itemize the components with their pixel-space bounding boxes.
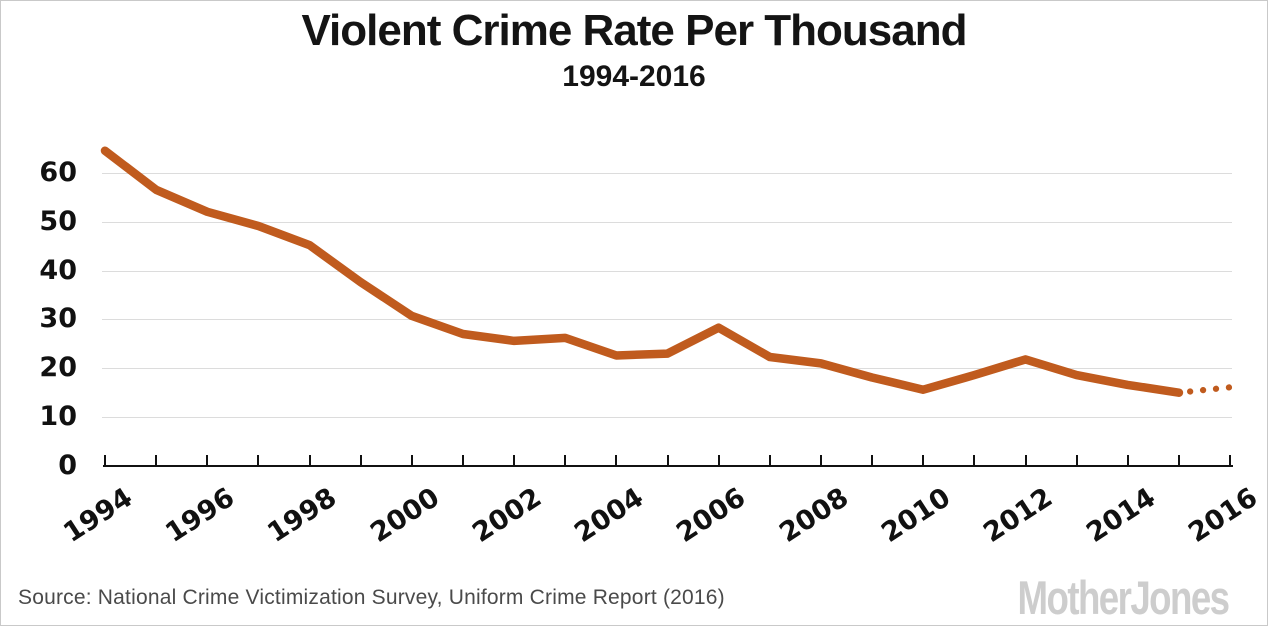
x-tick-2016 xyxy=(1229,455,1231,466)
x-tick-label-1998: 1998 xyxy=(262,482,343,549)
x-axis-line xyxy=(103,465,1233,467)
x-tick-label-2012: 2012 xyxy=(978,482,1059,549)
gridline-60 xyxy=(102,172,1232,174)
x-tick-2010 xyxy=(922,455,925,466)
x-tick-2006 xyxy=(717,455,720,466)
x-tick-2011 xyxy=(973,455,976,466)
x-tick-label-2006: 2006 xyxy=(671,482,752,549)
x-tick-1995 xyxy=(155,455,158,466)
x-tick-2014 xyxy=(1126,455,1129,466)
x-tick-label-2016: 2016 xyxy=(1182,482,1263,549)
x-tick-1998 xyxy=(308,455,311,466)
y-tick-label-20: 20 xyxy=(39,352,77,384)
y-tick-label-10: 10 xyxy=(39,401,77,433)
x-tick-2001 xyxy=(462,455,464,466)
gridline-30 xyxy=(102,319,1232,321)
x-tick-2009 xyxy=(871,455,873,466)
x-tick-2007 xyxy=(768,455,771,466)
x-tick-label-2014: 2014 xyxy=(1080,482,1161,549)
motherjones-logo: MotherJones xyxy=(1017,571,1230,624)
x-tick-label-2008: 2008 xyxy=(773,482,854,549)
x-tick-1996 xyxy=(206,455,209,466)
chart-title: Violent Crime Rate Per Thousand xyxy=(301,6,967,55)
gridline-20 xyxy=(102,368,1232,370)
gridline-40 xyxy=(102,270,1232,272)
x-tick-2015 xyxy=(1177,455,1180,466)
x-tick-label-1994: 1994 xyxy=(57,482,138,549)
x-tick-label-2004: 2004 xyxy=(569,482,650,549)
y-tick-label-30: 30 xyxy=(39,303,77,335)
x-tick-2004 xyxy=(615,455,618,466)
x-tick-label-2010: 2010 xyxy=(876,482,957,549)
line-dotted-projection xyxy=(1187,384,1234,395)
x-tick-1994 xyxy=(104,455,106,466)
y-tick-label-60: 60 xyxy=(39,156,77,188)
x-tick-1999 xyxy=(359,455,362,466)
gridline-50 xyxy=(102,221,1232,223)
x-tick-2005 xyxy=(666,455,669,466)
gridline-10 xyxy=(102,417,1232,419)
x-tick-2008 xyxy=(819,455,822,466)
x-tick-label-2000: 2000 xyxy=(364,482,445,549)
x-tick-label-2002: 2002 xyxy=(467,482,547,549)
y-tick-label-0: 0 xyxy=(58,450,77,481)
y-tick-label-40: 40 xyxy=(39,254,77,286)
chart-subtitle: 1994-2016 xyxy=(562,60,706,93)
source-note: Source: National Crime Victimization Sur… xyxy=(18,586,725,609)
x-tick-label-1996: 1996 xyxy=(160,482,241,549)
y-tick-label-50: 50 xyxy=(39,205,77,237)
line-solid-segment xyxy=(100,146,1184,397)
x-tick-2000 xyxy=(410,455,413,466)
x-tick-2012 xyxy=(1024,455,1027,466)
x-tick-2013 xyxy=(1075,455,1078,466)
x-tick-2002 xyxy=(513,455,516,466)
x-tick-1997 xyxy=(257,455,260,466)
x-tick-2003 xyxy=(564,455,567,466)
